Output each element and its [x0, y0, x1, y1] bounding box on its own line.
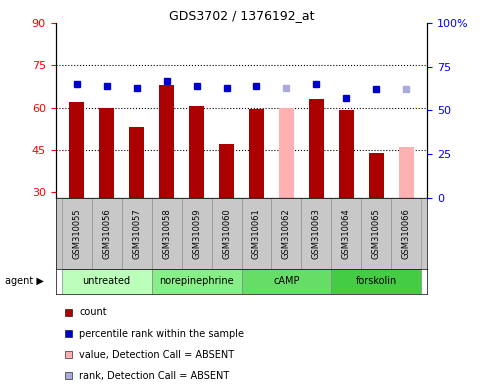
- Bar: [249, 109, 264, 198]
- Bar: [159, 85, 174, 198]
- FancyBboxPatch shape: [182, 198, 212, 269]
- Bar: [129, 127, 144, 198]
- FancyBboxPatch shape: [92, 198, 122, 269]
- Text: rank, Detection Call = ABSENT: rank, Detection Call = ABSENT: [79, 371, 229, 381]
- Text: GSM310066: GSM310066: [402, 208, 411, 259]
- Bar: [99, 108, 114, 198]
- Text: agent ▶: agent ▶: [5, 276, 43, 286]
- FancyBboxPatch shape: [152, 269, 242, 294]
- Text: GSM310057: GSM310057: [132, 208, 141, 259]
- Text: GSM310063: GSM310063: [312, 208, 321, 259]
- Text: GSM310061: GSM310061: [252, 208, 261, 259]
- Text: GSM310064: GSM310064: [342, 208, 351, 259]
- Text: GSM310065: GSM310065: [372, 208, 381, 259]
- FancyBboxPatch shape: [242, 269, 331, 294]
- FancyBboxPatch shape: [301, 198, 331, 269]
- Bar: [369, 153, 384, 198]
- FancyBboxPatch shape: [242, 198, 271, 269]
- FancyBboxPatch shape: [331, 198, 361, 269]
- Text: forskolin: forskolin: [356, 276, 397, 286]
- Text: cAMP: cAMP: [273, 276, 300, 286]
- Text: untreated: untreated: [83, 276, 130, 286]
- Bar: [69, 102, 84, 198]
- FancyBboxPatch shape: [361, 198, 391, 269]
- FancyBboxPatch shape: [61, 198, 92, 269]
- FancyBboxPatch shape: [122, 198, 152, 269]
- Bar: [339, 111, 354, 198]
- Text: GSM310058: GSM310058: [162, 208, 171, 259]
- Bar: [219, 144, 234, 198]
- FancyBboxPatch shape: [391, 198, 422, 269]
- Bar: [309, 99, 324, 198]
- Bar: [399, 147, 414, 198]
- Text: GSM310062: GSM310062: [282, 208, 291, 259]
- Text: GSM310059: GSM310059: [192, 208, 201, 258]
- FancyBboxPatch shape: [212, 198, 242, 269]
- Text: GSM310060: GSM310060: [222, 208, 231, 259]
- FancyBboxPatch shape: [61, 269, 152, 294]
- Bar: [189, 106, 204, 198]
- Text: GSM310055: GSM310055: [72, 208, 81, 258]
- Bar: [279, 108, 294, 198]
- Text: norepinephrine: norepinephrine: [159, 276, 234, 286]
- FancyBboxPatch shape: [152, 198, 182, 269]
- Title: GDS3702 / 1376192_at: GDS3702 / 1376192_at: [169, 9, 314, 22]
- Text: percentile rank within the sample: percentile rank within the sample: [79, 328, 244, 339]
- Text: value, Detection Call = ABSENT: value, Detection Call = ABSENT: [79, 349, 235, 360]
- Text: count: count: [79, 307, 107, 318]
- FancyBboxPatch shape: [271, 198, 301, 269]
- Text: GSM310056: GSM310056: [102, 208, 111, 259]
- FancyBboxPatch shape: [331, 269, 422, 294]
